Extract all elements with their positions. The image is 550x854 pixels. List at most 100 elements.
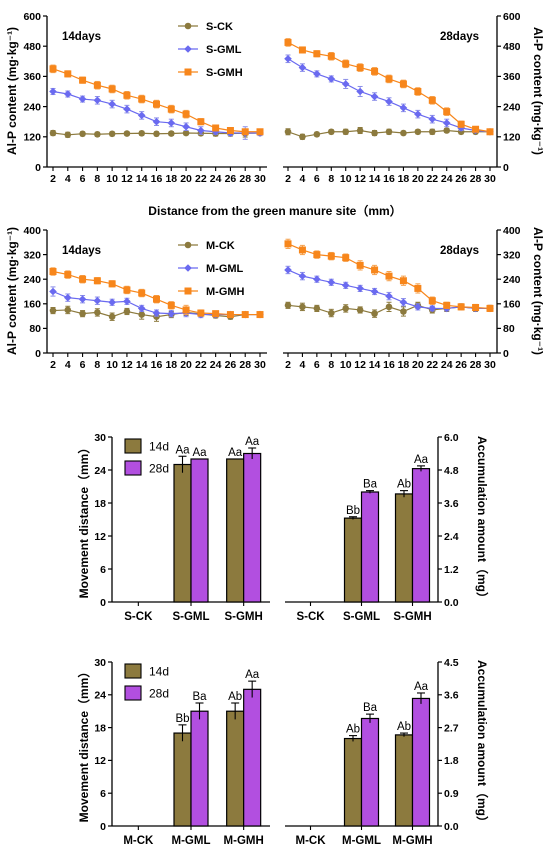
y-tick-label: 400 [503,225,521,237]
data-point-m-ck [327,309,335,317]
x-tick-label: 12 [354,359,366,371]
data-point-m-ck [400,308,407,315]
y-tick-label: 160 [23,299,41,311]
y-tick-label: 18 [94,498,106,510]
y-axis-title-left: Al-P content (mg·kg⁻¹) [5,227,19,355]
y-tick-label: 12 [94,531,106,543]
data-point-s-gmh [399,80,407,88]
category-label: S-CK [124,611,153,623]
data-point-m-ck [108,313,116,321]
x-tick-label: 10 [340,173,352,185]
data-point-s-ck [182,129,190,137]
y-tick-label: 240 [503,274,521,286]
data-point-m-gml [370,287,379,296]
bar-28d-m-gml [360,717,380,827]
y-axis-title-right: Accumulation amount（mg） [475,660,490,828]
x-tick-label: 16 [383,173,395,185]
data-point-m-ck [284,302,292,309]
significance-label: Bb [346,505,360,517]
x-tick-label: 20 [180,359,192,371]
data-point-s-ck [108,130,116,138]
data-point-s-ck [342,128,350,136]
data-point-s-gml [63,90,72,98]
data-point-m-gmh [93,277,101,285]
x-tick-label: 16 [151,173,163,185]
data-point-m-gmh [371,266,379,274]
data-point-m-gmh [342,254,350,262]
y-tick-label: 30 [94,432,106,444]
significance-label: Ab [346,724,360,736]
y-tick-label: 12 [94,755,106,767]
significance-label: Aa [245,436,260,448]
x-tick-label: 12 [121,359,133,371]
data-point-m-ck [342,305,350,312]
data-point-m-gmh [385,272,393,280]
y-tick-label: 0.0 [444,821,459,833]
data-point-m-gmh [298,246,306,254]
data-point-s-gmh [298,46,306,54]
data-point-m-gml [327,278,336,287]
bar-28d-s-gml [360,491,380,603]
data-point-s-gmh [356,64,364,72]
data-point-m-gmh [486,304,494,312]
data-point-m-ck [299,303,306,311]
data-point-s-ck [385,128,393,136]
x-tick-label: 4 [300,173,306,185]
y-tick-label: 400 [23,225,41,237]
panel-annotation: 28days [440,31,479,43]
y-tick-label: 4.8 [444,465,459,477]
data-point-s-gmh [153,100,160,108]
data-point-s-gmh [241,128,249,136]
significance-label: Ba [363,702,378,714]
data-point-s-ck [356,127,364,134]
x-tick-label: 28 [470,359,482,371]
data-point-s-ck [400,129,407,137]
data-point-s-gmh [138,95,146,103]
y-tick-label: 80 [503,323,515,335]
data-point-s-gml [137,111,146,120]
y-tick-label: 120 [23,132,41,144]
data-point-m-gmh [472,303,480,311]
legend-marker [184,287,192,295]
y-tick-label: 1.8 [444,755,459,767]
x-tick-label: 30 [484,359,496,371]
y-axis-title-left: Movement distance（mm） [76,442,91,599]
data-point-s-ck [94,130,101,138]
legend-swatch [124,438,142,454]
x-tick-label: 14 [136,359,148,371]
y-tick-label: 3.6 [444,690,459,702]
data-point-s-ck [64,131,72,139]
data-point-s-gml [442,119,451,127]
legend-label: S-CK [206,21,233,33]
data-point-m-gmh [428,297,436,305]
bar-28d-s-gmh [243,452,262,603]
y-tick-label: 0.0 [444,597,459,609]
x-tick-label: 22 [426,359,438,371]
y-tick-label: 6 [100,788,106,800]
x-tick-label: 26 [455,359,467,371]
data-point-s-ck [284,128,292,136]
x-tick-label: 18 [165,173,177,185]
legend-swatch [124,460,142,476]
x-tick-label: 2 [285,173,291,185]
legend-marker [184,264,192,272]
legend-marker [184,22,192,30]
category-label: S-GMH [393,611,431,623]
data-point-s-ck [153,130,160,138]
significance-label: Aa [245,669,260,681]
x-tick-label: 8 [328,173,334,185]
data-point-m-gmh [256,311,264,319]
x-tick-label: 10 [340,359,352,371]
data-point-m-gml [167,309,176,318]
data-point-s-ck [428,128,436,136]
data-point-s-ck [327,128,335,136]
data-point-s-gmh [167,105,175,113]
data-point-s-gmh [108,85,116,93]
data-point-m-ck [356,306,364,314]
category-label: M-GML [172,835,211,847]
data-point-m-gml [414,303,422,311]
data-point-s-gml [167,119,176,127]
panel-annotation: 28days [440,245,479,257]
y-tick-label: 320 [503,249,521,261]
x-tick-label: 20 [180,173,192,185]
